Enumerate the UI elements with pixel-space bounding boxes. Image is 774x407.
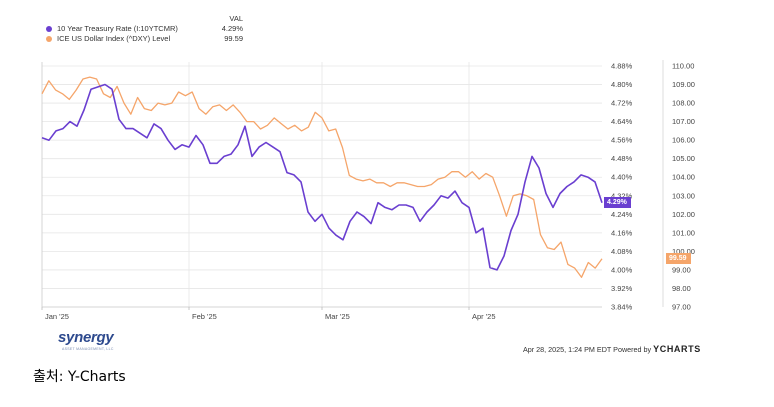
- footer-timestamp: Apr 28, 2025, 1:24 PM EDT Powered by: [523, 345, 652, 354]
- y-tick-left: 4.00%: [611, 265, 633, 274]
- y-tick-right: 99.00: [672, 265, 691, 274]
- legend-item-dxy[interactable]: ICE US Dollar Index (^DXY) Level: [46, 34, 170, 43]
- y-tick-right: 110.00: [672, 62, 694, 71]
- legend-label: 10 Year Treasury Rate (I:10YTCMR): [57, 24, 178, 33]
- series-layer: [41, 76, 603, 278]
- y-tick-right: 97.00: [672, 303, 691, 312]
- y-tick-right: 105.00: [672, 154, 695, 163]
- y-tick-right: 107.00: [672, 117, 695, 126]
- y-tick-left: 3.84%: [611, 303, 633, 312]
- y-tick-left: 4.16%: [611, 228, 633, 237]
- y-tick-left: 4.80%: [611, 80, 633, 89]
- ycharts-logo[interactable]: YCHARTS: [653, 344, 701, 354]
- y-tick-right: 108.00: [672, 99, 695, 108]
- legend-value: 99.59: [224, 34, 243, 43]
- legend-dot-icon: [46, 25, 52, 32]
- source-caption: 출처: Y-Charts: [33, 369, 126, 385]
- y-tick-right: 104.00: [672, 173, 695, 182]
- series-line-dxy: [41, 76, 603, 278]
- y-tick-left: 4.40%: [611, 173, 633, 182]
- last-value-tag-treasury: 4.29%: [604, 197, 631, 209]
- y-tick-left: 3.92%: [611, 284, 633, 293]
- y-tick-left: 4.56%: [611, 136, 633, 145]
- synergy-logo-subtext: ASSET MANAGEMENT, LLC: [62, 347, 114, 351]
- legend-label: ICE US Dollar Index (^DXY) Level: [57, 34, 171, 43]
- y-tick-left: 4.32%: [611, 191, 633, 200]
- legend-item-treasury[interactable]: 10 Year Treasury Rate (I:10YTCMR): [46, 24, 178, 33]
- y-tick-left: 4.88%: [611, 62, 633, 71]
- x-tick-label: Jan '25: [45, 312, 69, 321]
- axis-layer: 4.88% 4.80% 4.72% 4.64% 4.56% 4.48% 4.40% 4.32%…: [41, 60, 695, 321]
- y-tick-right: 109.00: [672, 80, 695, 89]
- x-tick-label: Mar '25: [325, 312, 350, 321]
- y-tick-left: 4.64%: [611, 117, 633, 126]
- y-tick-right: 98.00: [672, 284, 691, 293]
- chart-card: [38, 8, 738, 361]
- y-tick-left: 4.08%: [611, 247, 633, 256]
- footer-attribution: Apr 28, 2025, 1:24 PM EDT Powered by YCH…: [523, 344, 701, 354]
- x-tick-label: Feb '25: [192, 312, 217, 321]
- legend-dot-icon: [46, 35, 52, 42]
- legend-value-header: VAL: [229, 14, 243, 23]
- legend-value: 4.29%: [221, 24, 243, 33]
- series-line-treasury: [41, 83, 603, 271]
- y-tick-right: 103.00: [672, 191, 695, 200]
- y-tick-right: 106.00: [672, 136, 695, 145]
- y-tick-left: 4.48%: [611, 154, 633, 163]
- x-tick-label: Apr '25: [472, 312, 496, 321]
- y-tick-right: 102.00: [672, 210, 695, 219]
- y-tick-right: 100.00: [672, 247, 695, 256]
- y-tick-left: 4.72%: [611, 99, 633, 108]
- last-value-tag-dxy: 99.59: [666, 253, 691, 265]
- grid-layer: [42, 62, 602, 308]
- y-tick-right: 101.00: [672, 228, 695, 237]
- synergy-logo[interactable]: synergy: [58, 329, 114, 346]
- y-tick-left: 4.24%: [611, 210, 633, 219]
